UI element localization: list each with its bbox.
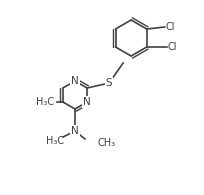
Text: S: S (106, 78, 112, 88)
Text: N: N (71, 76, 79, 86)
Text: Cl: Cl (166, 22, 175, 32)
Text: N: N (71, 126, 79, 136)
Text: H₃C: H₃C (46, 136, 64, 146)
Text: H₃C: H₃C (36, 97, 54, 107)
Text: Cl: Cl (168, 42, 177, 52)
Text: CH₃: CH₃ (97, 138, 115, 148)
Text: N: N (83, 97, 91, 107)
